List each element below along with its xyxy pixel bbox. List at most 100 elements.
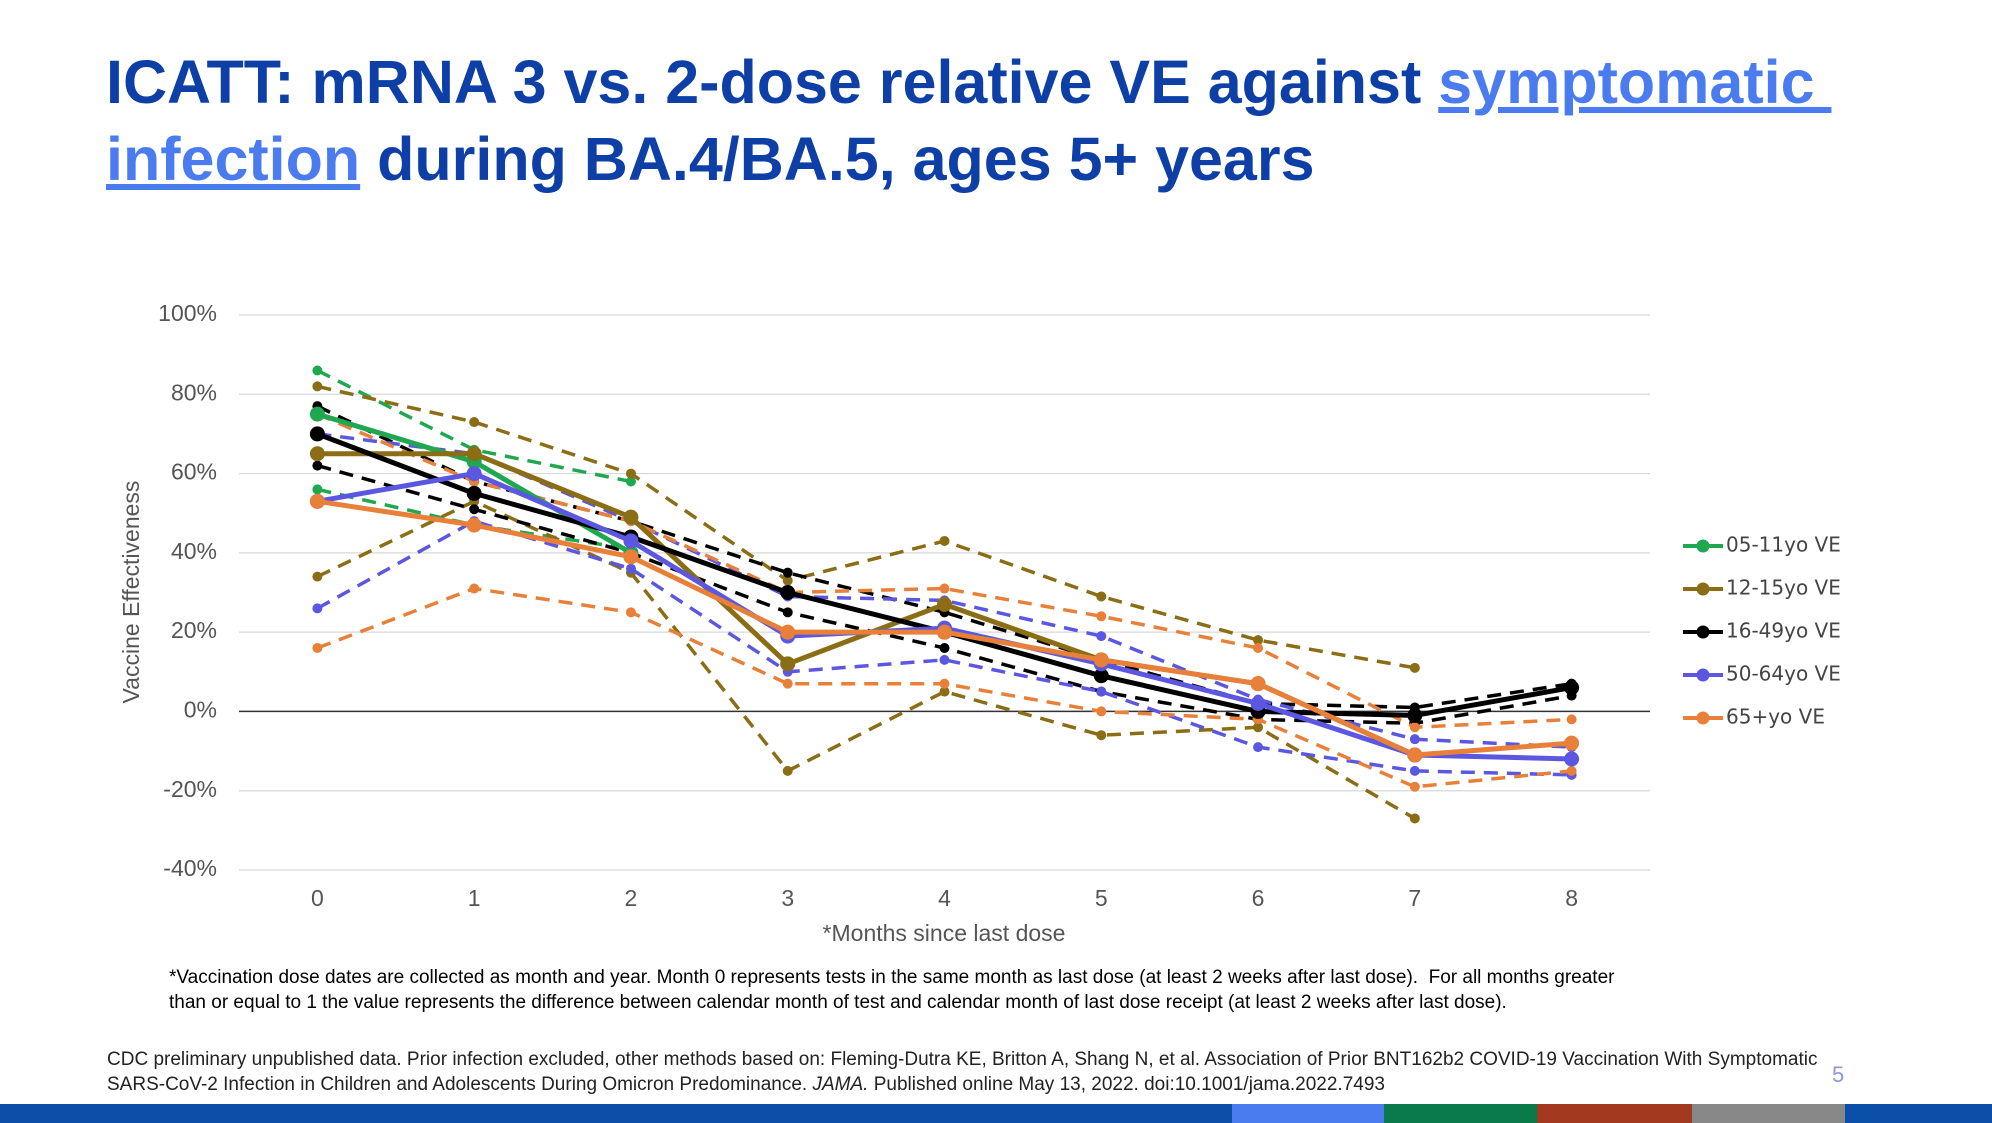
series-marker	[780, 624, 796, 640]
series-marker	[1250, 696, 1266, 711]
legend-label: 16-49yo VE	[1726, 619, 1841, 643]
ci-marker	[312, 603, 323, 614]
ci-marker	[939, 686, 950, 697]
ci-marker	[312, 571, 323, 582]
ci-marker	[782, 765, 793, 776]
footnote: *Vaccination dose dates are collected as…	[169, 967, 1615, 988]
ci-marker	[1566, 765, 1577, 776]
ci-marker	[939, 654, 950, 665]
y-tick-label: 60%	[171, 459, 217, 485]
ci-marker	[469, 583, 480, 594]
footer-bar	[1692, 1104, 1845, 1123]
ci-marker	[312, 643, 323, 653]
ci-marker	[1096, 611, 1107, 622]
ci-marker	[1253, 635, 1264, 646]
y-axis-label: Vaccine Effectiveness	[118, 481, 144, 704]
chart: -40% -20% 0% 20% 40% 60% 80% 100% 0 1 2 3 4 5 6 7 8 *Mont…	[118, 300, 1841, 946]
ci-marker	[1096, 730, 1107, 741]
ci-marker	[1409, 662, 1420, 673]
ci-line	[316, 404, 1572, 710]
series-marker	[466, 466, 482, 482]
title-text: during BA.4/BA.5, ages 5+ years	[360, 125, 1315, 193]
series-marker	[623, 533, 639, 549]
legend-label: 50-64yo VE	[1726, 662, 1841, 686]
footer-bar	[1384, 1104, 1537, 1123]
page-number: 5	[1832, 1062, 1845, 1087]
x-tick-label: 6	[1252, 885, 1265, 911]
x-tick-label: 0	[311, 885, 324, 911]
source-text: Published online May 13, 2022. doi:10.10…	[868, 1074, 1385, 1095]
legend-label: 12-15yo VE	[1726, 576, 1841, 600]
series-marker	[1407, 707, 1423, 723]
legend-marker	[1696, 625, 1710, 639]
footnote: than or equal to 1 the value represents …	[169, 992, 1507, 1013]
series-marker	[309, 493, 325, 509]
series-marker	[466, 446, 482, 462]
series-marker	[309, 446, 325, 462]
ci-marker	[1096, 686, 1107, 697]
x-tick-label: 8	[1565, 885, 1578, 911]
x-tick-label: 3	[781, 885, 794, 911]
ci-marker	[782, 607, 793, 618]
ci-marker	[1409, 765, 1420, 776]
ci-marker	[782, 567, 793, 578]
ci-marker	[1566, 714, 1577, 725]
ci-marker	[469, 504, 480, 515]
ci-marker	[1409, 781, 1420, 792]
ci-marker	[782, 678, 793, 689]
series-marker	[1250, 676, 1266, 692]
ci-marker	[312, 381, 323, 392]
title-link[interactable]: symptomatic infection	[106, 48, 1832, 193]
y-tick-label: 40%	[171, 538, 217, 564]
y-tick-label: 80%	[171, 379, 217, 405]
y-tick-label: 100%	[158, 300, 217, 326]
ci-marker	[1253, 722, 1264, 733]
ci-marker	[312, 460, 323, 471]
x-tick-label: 1	[468, 885, 481, 911]
x-tick-label: 5	[1095, 885, 1108, 911]
ci-marker	[312, 484, 323, 495]
legend-marker	[1696, 711, 1710, 725]
ci-marker	[625, 607, 636, 618]
series-marker	[309, 406, 325, 422]
y-tick-label: 20%	[171, 617, 217, 643]
series-marker	[623, 549, 639, 565]
series-marker	[1093, 668, 1109, 684]
legend-marker	[1696, 668, 1710, 682]
x-tick-label: 4	[938, 885, 951, 911]
ci-marker	[939, 643, 950, 653]
ci-marker	[1409, 722, 1420, 733]
series-marker	[1407, 747, 1423, 763]
series-marker	[937, 596, 952, 612]
source-journal: JAMA.	[812, 1074, 869, 1095]
slide-title: ICATT: mRNA 3 vs. 2-dose relative VE aga…	[106, 44, 1986, 198]
ci-marker	[782, 575, 793, 586]
x-tick-label: 7	[1408, 885, 1421, 911]
legend-label: 65+yo VE	[1726, 705, 1825, 729]
series-marker	[780, 656, 796, 672]
series-marker	[623, 509, 639, 525]
series-marker	[466, 517, 482, 533]
series-marker	[780, 585, 796, 600]
title-text: ICATT: mRNA 3 vs. 2-dose relative VE aga…	[106, 48, 1439, 116]
ci-marker	[1253, 643, 1264, 653]
ci-marker	[312, 365, 323, 376]
ci-line	[317, 384, 1416, 670]
y-tick-label: 0%	[184, 697, 217, 723]
series-marker	[937, 624, 952, 640]
ci-line	[317, 487, 632, 551]
ci-marker	[625, 476, 636, 487]
ci-marker	[939, 535, 950, 546]
series-line	[316, 431, 1573, 718]
ci-marker	[1409, 813, 1420, 824]
ci-line	[316, 499, 1416, 821]
source-note: CDC preliminary unpublished data. Prior …	[107, 1047, 1867, 1097]
y-tick-label: -20%	[163, 776, 217, 802]
ci-marker	[939, 583, 950, 594]
series-marker	[1564, 751, 1580, 767]
ci-marker	[1253, 742, 1264, 753]
ci-marker	[1096, 706, 1107, 717]
ci-marker	[625, 563, 636, 574]
x-tick-label: 2	[625, 885, 638, 911]
x-axis-label: *Months since last dose	[823, 920, 1066, 946]
